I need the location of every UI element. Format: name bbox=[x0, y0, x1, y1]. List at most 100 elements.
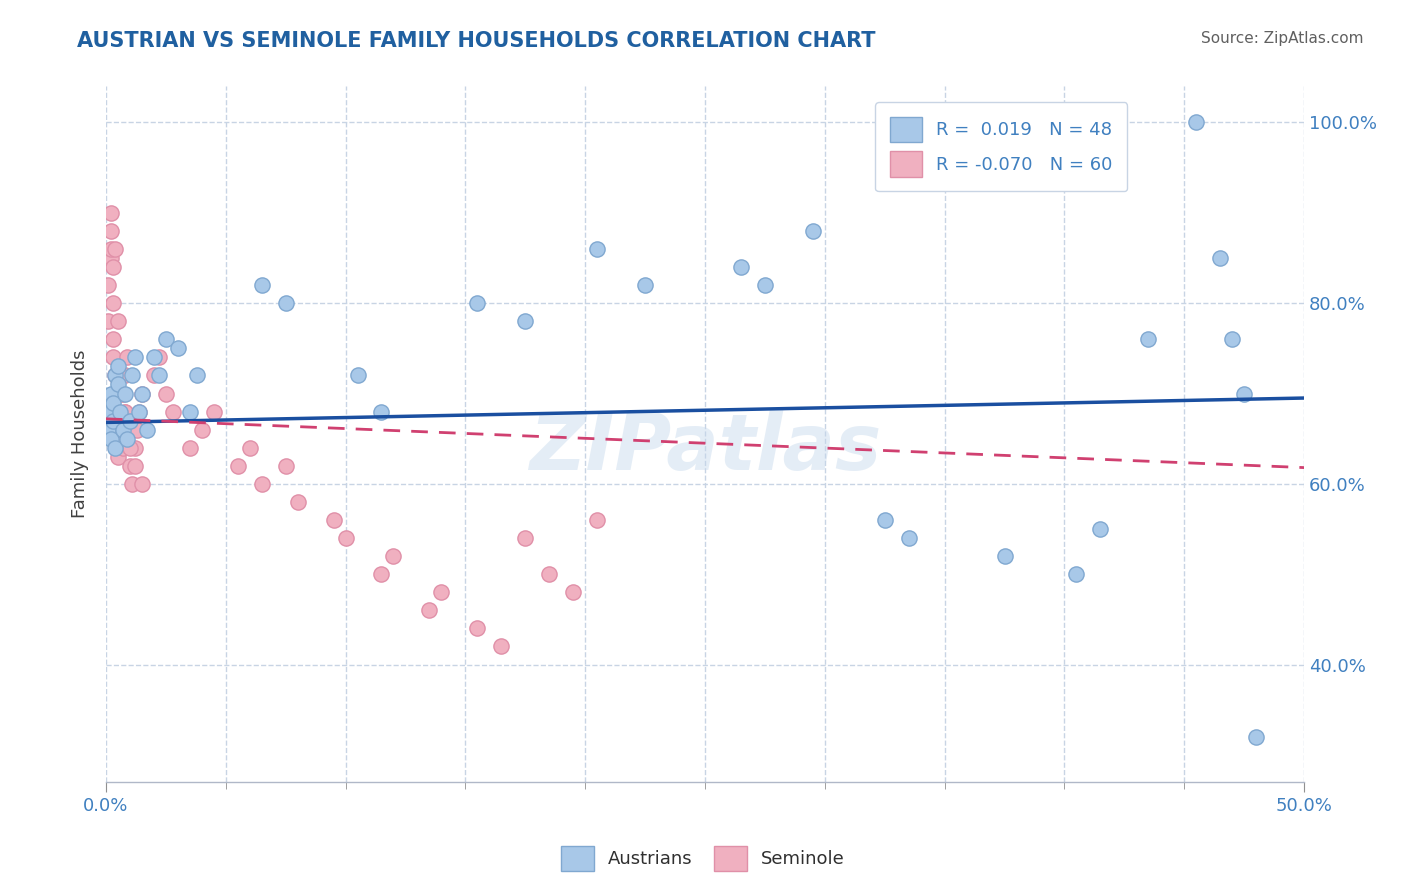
Seminole bbox=[131, 386, 153, 401]
Austrians bbox=[993, 549, 1015, 563]
Seminole bbox=[250, 476, 273, 491]
Seminole bbox=[179, 441, 201, 455]
Seminole bbox=[491, 640, 513, 654]
Seminole bbox=[124, 441, 146, 455]
Seminole bbox=[107, 432, 129, 446]
Seminole bbox=[370, 567, 392, 582]
Seminole bbox=[287, 495, 309, 509]
Austrians bbox=[111, 423, 134, 437]
Seminole bbox=[111, 386, 134, 401]
Austrians bbox=[110, 404, 132, 418]
Seminole bbox=[226, 458, 249, 473]
Austrians bbox=[801, 224, 824, 238]
Austrians bbox=[250, 278, 273, 293]
Austrians bbox=[515, 314, 537, 328]
Seminole bbox=[101, 296, 124, 310]
Legend: R =  0.019   N = 48, R = -0.070   N = 60: R = 0.019 N = 48, R = -0.070 N = 60 bbox=[875, 103, 1128, 192]
Seminole bbox=[104, 368, 127, 383]
Austrians bbox=[1090, 522, 1112, 536]
Austrians bbox=[148, 368, 170, 383]
Seminole bbox=[125, 423, 148, 437]
Seminole bbox=[110, 368, 132, 383]
Austrians bbox=[100, 432, 122, 446]
Seminole bbox=[111, 441, 134, 455]
Seminole bbox=[418, 603, 440, 617]
Seminole bbox=[114, 368, 136, 383]
Austrians bbox=[107, 359, 129, 374]
Austrians bbox=[117, 432, 139, 446]
Seminole bbox=[114, 404, 136, 418]
Seminole bbox=[562, 585, 585, 599]
Austrians bbox=[1137, 332, 1160, 346]
Seminole bbox=[515, 531, 537, 545]
Seminole bbox=[155, 386, 177, 401]
Seminole bbox=[322, 513, 344, 527]
Seminole bbox=[110, 386, 132, 401]
Austrians bbox=[1233, 386, 1256, 401]
Austrians bbox=[897, 531, 920, 545]
Seminole bbox=[538, 567, 561, 582]
Austrians bbox=[101, 395, 124, 409]
Austrians bbox=[121, 368, 143, 383]
Seminole bbox=[104, 404, 127, 418]
Seminole bbox=[104, 242, 127, 256]
Seminole bbox=[117, 351, 139, 365]
Austrians bbox=[186, 368, 208, 383]
Austrians bbox=[135, 423, 157, 437]
Austrians bbox=[155, 332, 177, 346]
Austrians bbox=[97, 404, 120, 418]
Austrians bbox=[1220, 332, 1243, 346]
Austrians bbox=[1066, 567, 1088, 582]
Austrians bbox=[118, 414, 141, 428]
Seminole bbox=[274, 458, 297, 473]
Text: Source: ZipAtlas.com: Source: ZipAtlas.com bbox=[1201, 31, 1364, 46]
Austrians bbox=[346, 368, 368, 383]
Seminole bbox=[190, 423, 212, 437]
Seminole bbox=[430, 585, 453, 599]
Text: ZIPatlas: ZIPatlas bbox=[529, 410, 882, 486]
Seminole bbox=[101, 332, 124, 346]
Austrians bbox=[100, 386, 122, 401]
Seminole bbox=[586, 513, 609, 527]
Austrians bbox=[179, 404, 201, 418]
Seminole bbox=[114, 404, 136, 418]
Seminole bbox=[118, 441, 141, 455]
Austrians bbox=[128, 404, 150, 418]
Text: AUSTRIAN VS SEMINOLE FAMILY HOUSEHOLDS CORRELATION CHART: AUSTRIAN VS SEMINOLE FAMILY HOUSEHOLDS C… bbox=[77, 31, 876, 51]
Seminole bbox=[100, 224, 122, 238]
Seminole bbox=[97, 278, 120, 293]
Seminole bbox=[118, 458, 141, 473]
Austrians bbox=[370, 404, 392, 418]
Seminole bbox=[111, 423, 134, 437]
Austrians bbox=[101, 414, 124, 428]
Seminole bbox=[107, 314, 129, 328]
Seminole bbox=[104, 386, 127, 401]
Austrians bbox=[124, 351, 146, 365]
Seminole bbox=[335, 531, 357, 545]
Austrians bbox=[467, 296, 489, 310]
Seminole bbox=[239, 441, 262, 455]
Austrians bbox=[166, 342, 188, 356]
Seminole bbox=[110, 414, 132, 428]
Seminole bbox=[467, 621, 489, 635]
Seminole bbox=[124, 458, 146, 473]
Austrians bbox=[142, 351, 165, 365]
Austrians bbox=[586, 242, 609, 256]
Austrians bbox=[131, 386, 153, 401]
Seminole bbox=[101, 351, 124, 365]
Austrians bbox=[97, 423, 120, 437]
Seminole bbox=[202, 404, 225, 418]
Seminole bbox=[121, 476, 143, 491]
Austrians bbox=[104, 441, 127, 455]
Seminole bbox=[131, 476, 153, 491]
Seminole bbox=[162, 404, 184, 418]
Seminole bbox=[128, 404, 150, 418]
Seminole bbox=[382, 549, 405, 563]
Austrians bbox=[730, 260, 752, 274]
Austrians bbox=[873, 513, 896, 527]
Legend: Austrians, Seminole: Austrians, Seminole bbox=[554, 838, 852, 879]
Seminole bbox=[100, 242, 122, 256]
Y-axis label: Family Households: Family Households bbox=[72, 350, 89, 518]
Seminole bbox=[97, 314, 120, 328]
Austrians bbox=[1209, 251, 1232, 265]
